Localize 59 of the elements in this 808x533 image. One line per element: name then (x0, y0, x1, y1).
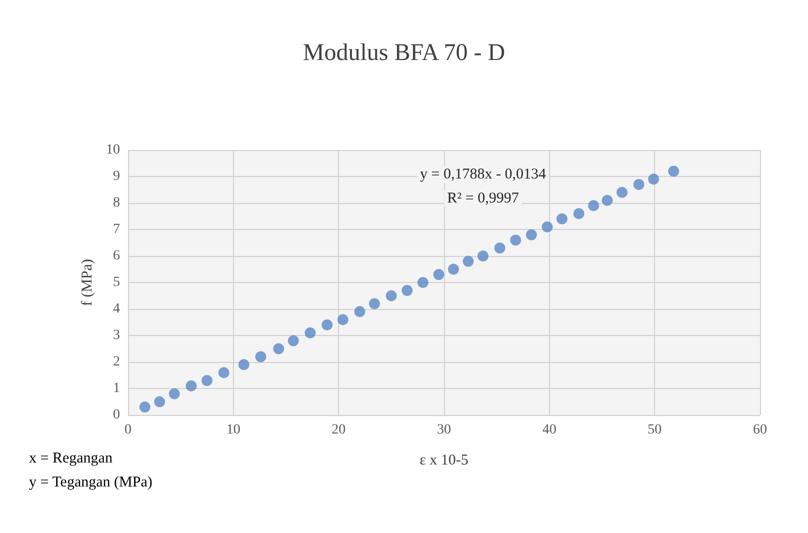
point (322, 319, 333, 330)
chart-title: Modulus BFA 70 - D (302, 40, 506, 66)
point (337, 314, 348, 326)
y-tick-label: 10 (106, 142, 120, 158)
y-tick-label: 8 (113, 196, 120, 210)
point (354, 306, 366, 318)
point (542, 221, 553, 232)
point (494, 242, 506, 254)
y-tick-label: 1 (113, 381, 120, 396)
point (477, 250, 488, 262)
y-tick-label: 3 (113, 328, 120, 343)
x-tick-label: 0 (124, 422, 132, 438)
point (556, 213, 568, 224)
x-tick-label: 20 (332, 422, 346, 438)
y-tick-label: 7 (113, 222, 120, 237)
point (573, 208, 584, 220)
x-axis-title: ε x 10-5 (420, 452, 468, 468)
point (186, 380, 197, 392)
point (218, 367, 230, 378)
point (386, 290, 397, 302)
point (602, 194, 613, 206)
point (255, 351, 266, 362)
y-tick-label: 9 (113, 169, 120, 184)
point (526, 229, 537, 240)
point (616, 186, 628, 198)
y-tick-label: 4 (113, 302, 120, 316)
x-tick-label: 60 (753, 422, 767, 438)
point (402, 284, 413, 296)
text: x = Regangan (29, 450, 113, 466)
point (238, 359, 250, 370)
y-tick-label: 5 (113, 275, 120, 290)
point (139, 402, 150, 413)
point (273, 343, 284, 354)
y-tick-label: 6 (113, 248, 120, 264)
y-axis-title: f (MPa) (80, 258, 96, 306)
point (648, 174, 660, 185)
point (368, 298, 380, 310)
point (154, 396, 166, 408)
point (462, 256, 474, 267)
point (633, 178, 644, 190)
point (668, 166, 680, 177)
y-tick-label: 2 (113, 354, 120, 370)
annotation: y = 0,1788x - 0,0134 (420, 166, 546, 182)
y-tick-label: 0 (113, 408, 120, 422)
point (417, 277, 428, 288)
point (448, 264, 459, 275)
point (202, 375, 212, 386)
point (433, 269, 444, 280)
text: y = Tegangan (MPa) (29, 474, 152, 490)
x-tick-label: 40 (542, 422, 556, 438)
x-tick-label: 50 (648, 422, 662, 438)
annotation: R² = 0,9997 (447, 190, 520, 206)
point (168, 388, 180, 400)
point (588, 200, 600, 212)
point (510, 234, 522, 246)
x-tick-label: 10 (226, 422, 240, 438)
point (304, 327, 316, 338)
point (288, 335, 299, 346)
x-tick-label: 30 (437, 422, 451, 438)
